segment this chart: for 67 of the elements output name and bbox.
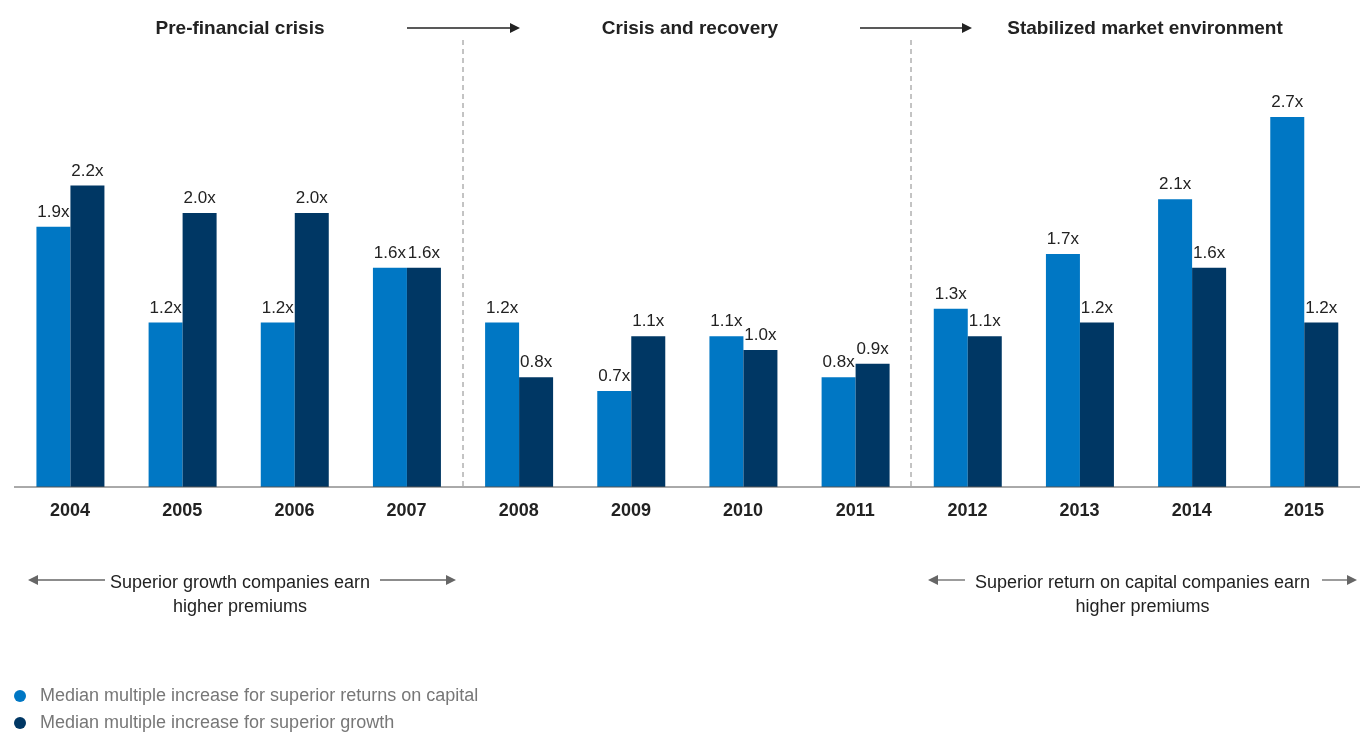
bar <box>485 322 520 487</box>
bar <box>821 377 856 487</box>
data-label: 1.6x <box>373 242 407 262</box>
text: Stabilized market environment <box>1006 16 1284 40</box>
data-label: 1.2x <box>261 297 295 317</box>
bar <box>36 226 71 487</box>
x-tick-label: 2015 <box>1283 499 1324 520</box>
bar <box>1079 322 1114 487</box>
data-label: 2.0x <box>183 187 217 207</box>
data-label: 1.6x <box>1193 242 1226 262</box>
text: Superior return on capital companies earn higher premiums <box>973 571 1312 618</box>
data-label: 1.7x <box>1046 229 1080 249</box>
bar <box>260 322 295 487</box>
data-label: 2.1x <box>1159 174 1192 194</box>
data-label: 1.3x <box>934 283 968 303</box>
bar <box>1045 254 1080 487</box>
data-label: 2.2x <box>71 160 104 180</box>
bar <box>182 212 217 487</box>
data-label: 0.7x <box>598 366 631 386</box>
x-tick-label: 2004 <box>50 499 91 520</box>
bar <box>743 349 778 487</box>
bar <box>406 267 441 487</box>
legend-label: Median multiple increase for superior growth <box>40 712 395 732</box>
text: Superior growth companies earn higher premiums <box>108 571 372 618</box>
bar <box>855 363 890 487</box>
x-tick-label: 2012 <box>947 499 988 520</box>
bar <box>372 267 407 487</box>
bar <box>933 308 968 487</box>
data-label: 0.8x <box>520 352 553 372</box>
data-label: 1.6x <box>407 242 441 262</box>
data-label: 1.1x <box>968 311 1002 331</box>
bar <box>631 336 666 487</box>
bar <box>967 336 1002 487</box>
bar <box>597 391 632 487</box>
x-tick-label: 2007 <box>386 499 427 520</box>
data-label: 1.0x <box>744 324 777 344</box>
x-tick-label: 2014 <box>1171 499 1212 520</box>
data-label: 1.2x <box>1305 297 1338 317</box>
x-tick-label: 2011 <box>835 499 875 520</box>
x-tick-label: 2005 <box>162 499 203 520</box>
x-tick-label: 2006 <box>274 499 315 520</box>
bar <box>1304 322 1339 487</box>
data-label: 1.2x <box>1080 297 1114 317</box>
x-tick-label: 2013 <box>1059 499 1100 520</box>
data-label: 1.2x <box>486 297 519 317</box>
bar <box>294 212 329 487</box>
x-tick-label: 2009 <box>610 499 651 520</box>
data-label: 1.1x <box>710 311 743 331</box>
bar <box>1270 117 1305 487</box>
data-label: 1.2x <box>149 297 183 317</box>
bar <box>519 377 554 487</box>
bar <box>148 322 183 487</box>
data-label: 0.9x <box>856 338 890 358</box>
bar <box>1192 267 1227 487</box>
bar <box>1158 199 1193 487</box>
bar <box>709 336 744 487</box>
legend-label: Median multiple increase for superior returns on capital <box>40 685 479 706</box>
x-tick-label: 2008 <box>498 499 539 520</box>
data-label: 0.8x <box>822 352 856 372</box>
text: Pre-financial crisis <box>154 16 326 40</box>
data-label: 1.1x <box>632 311 665 331</box>
x-tick-label: 2010 <box>723 499 764 520</box>
data-label: 2.7x <box>1271 92 1304 111</box>
text: Crisis and recovery <box>600 16 780 40</box>
bar <box>70 185 105 487</box>
data-label: 2.0x <box>295 187 329 207</box>
data-label: 1.9x <box>37 201 70 221</box>
